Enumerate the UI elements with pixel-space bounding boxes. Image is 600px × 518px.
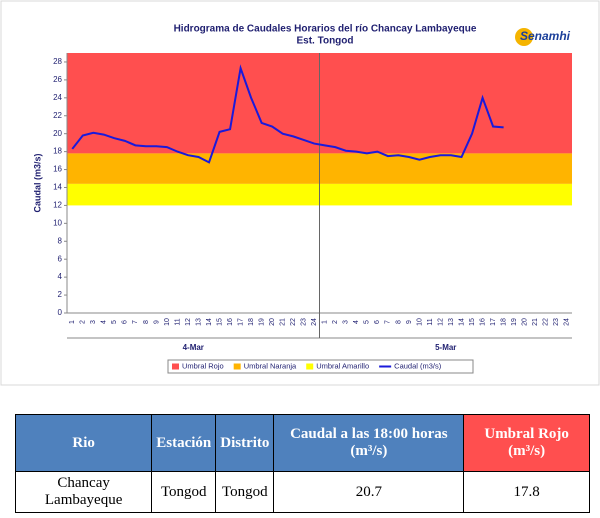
logo-sun [515, 28, 533, 46]
y-tick-label: 26 [53, 75, 62, 84]
x-tick-label: 6 [122, 320, 129, 324]
y-tick-label: 10 [53, 218, 62, 227]
x-tick-label: 13 [448, 318, 455, 326]
x-tick-label: 12 [437, 318, 444, 326]
data-table: Rio Estación Distrito Caudal a las 18:00… [14, 414, 590, 513]
x-tick-label: 9 [406, 320, 413, 324]
cell: 20.7 [273, 471, 465, 513]
table-row: Chancay Lambayeque Tongod Tongod 20.7 17… [14, 471, 590, 513]
y-tick-label: 0 [58, 308, 63, 317]
x-tick-label: 19 [258, 318, 265, 326]
y-tick-label: 14 [53, 183, 62, 192]
x-tick-label: 16 [227, 318, 234, 326]
legend-label: Caudal (m3/s) [394, 361, 442, 370]
x-tick-label: 3 [90, 320, 97, 324]
x-tick-label: 17 [237, 318, 244, 326]
x-tick-label: 7 [385, 320, 392, 324]
header-cell: Umbral Rojo (m³/s) [463, 414, 590, 472]
x-tick-label: 24 [311, 318, 318, 326]
x-tick-label: 5 [111, 320, 118, 324]
y-tick-label: 4 [58, 272, 63, 281]
x-tick-label: 20 [522, 318, 529, 326]
x-tick-label: 15 [216, 318, 223, 326]
cell: Tongod [215, 471, 275, 513]
legend-swatch [233, 363, 241, 370]
x-tick-label: 8 [143, 320, 150, 324]
legend-swatch [306, 363, 314, 370]
y-axis-label: Caudal (m3/s) [32, 153, 42, 212]
chart-subtitle: Est. Tongod [296, 36, 353, 47]
x-tick-label: 17 [490, 318, 497, 326]
x-tick-label: 7 [132, 320, 139, 324]
legend-label: Umbral Naranja [244, 361, 297, 370]
header-cell: Estación [151, 414, 217, 472]
group-label: 5-Mar [435, 343, 456, 352]
x-tick-label: 2 [80, 320, 87, 324]
legend-swatch [172, 363, 179, 370]
y-tick-label: 28 [53, 57, 62, 66]
x-tick-label: 1 [322, 320, 329, 324]
x-tick-label: 6 [374, 320, 381, 324]
x-tick-label: 9 [153, 320, 160, 324]
table-header: Rio Estación Distrito Caudal a las 18:00… [14, 414, 590, 472]
x-tick-label: 13 [195, 318, 202, 326]
x-tick-label: 3 [343, 320, 350, 324]
y-tick-label: 20 [53, 129, 62, 138]
x-tick-label: 5 [364, 320, 371, 324]
data-line [71, 64, 504, 164]
x-tick-label: 4 [101, 320, 108, 324]
x-tick-label: 8 [395, 320, 402, 324]
x-tick-label: 14 [206, 318, 213, 326]
y-tick-label: 24 [53, 93, 62, 102]
cell: Tongod [151, 471, 217, 513]
x-tick-label: 10 [164, 318, 171, 326]
cell: Chancay Lambayeque [14, 471, 153, 513]
x-tick-label: 12 [185, 318, 192, 326]
cell: 17.8 [463, 471, 590, 513]
x-tick-label: 18 [500, 318, 507, 326]
x-tick-label: 21 [280, 318, 287, 326]
x-tick-label: 4 [353, 320, 360, 324]
chart-title: Hidrograma de Caudales Horarios del río … [174, 24, 477, 35]
x-tick-label: 23 [301, 318, 308, 326]
x-tick-label: 2 [332, 320, 339, 324]
y-tick-label: 2 [58, 290, 63, 299]
x-tick-label: 19 [511, 318, 518, 326]
chart: Hidrograma de Caudales Horarios del río … [0, 0, 600, 386]
x-tick-label: 20 [269, 318, 276, 326]
x-tick-label: 16 [479, 318, 486, 326]
header-cell: Distrito [215, 414, 275, 472]
y-tick-label: 22 [53, 111, 62, 120]
y-tick-label: 12 [53, 201, 62, 210]
x-tick-label: 23 [553, 318, 560, 326]
y-tick-label: 16 [53, 165, 62, 174]
x-tick-label: 24 [564, 318, 571, 326]
y-tick-label: 8 [58, 236, 63, 245]
x-tick-label: 11 [427, 318, 434, 325]
x-tick-label: 22 [543, 318, 550, 326]
group-label: 4-Mar [183, 343, 204, 352]
x-tick-label: 18 [248, 318, 255, 326]
logo: Senamhi [520, 29, 571, 43]
x-tick-label: 21 [532, 318, 539, 326]
x-tick-label: 1 [69, 320, 76, 324]
y-tick-label: 6 [58, 254, 63, 263]
x-tick-label: 15 [469, 318, 476, 326]
legend [167, 359, 474, 374]
header-cell: Caudal a las 18:00 horas (m³/s) [273, 414, 465, 472]
legend-label: Umbral Rojo [182, 361, 224, 370]
x-tick-label: 14 [458, 318, 465, 326]
x-tick-label: 22 [290, 318, 297, 326]
legend-label: Umbral Amarillo [316, 361, 369, 370]
header-cell: Rio [14, 414, 153, 472]
y-tick-label: 18 [53, 147, 62, 156]
x-tick-label: 10 [416, 318, 423, 326]
x-tick-label: 11 [174, 318, 181, 325]
